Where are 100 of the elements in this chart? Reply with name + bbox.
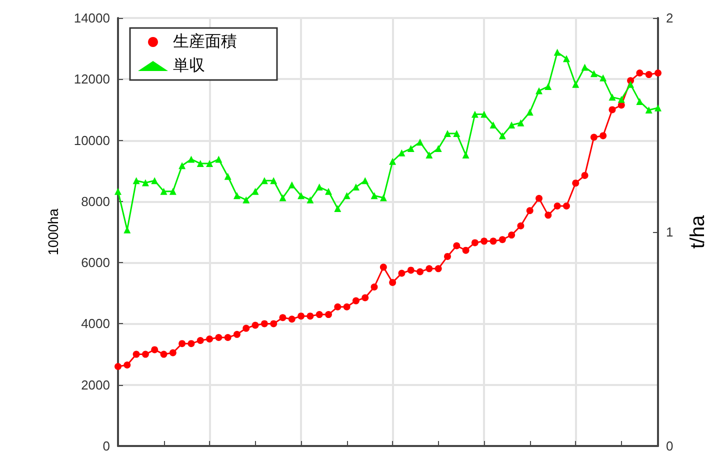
point bbox=[462, 246, 470, 254]
y2-tick-label: 0 bbox=[666, 438, 674, 454]
point bbox=[554, 202, 561, 210]
point bbox=[508, 122, 516, 128]
point bbox=[453, 130, 460, 138]
point bbox=[498, 132, 506, 140]
point bbox=[544, 82, 552, 90]
point bbox=[608, 94, 616, 101]
point bbox=[132, 177, 140, 184]
point bbox=[196, 160, 204, 168]
point bbox=[600, 132, 607, 140]
point bbox=[215, 334, 222, 341]
point bbox=[334, 303, 342, 310]
point bbox=[508, 232, 516, 239]
point bbox=[654, 104, 662, 112]
point bbox=[572, 180, 580, 187]
y-tick-label: 10000 bbox=[74, 132, 110, 148]
point bbox=[618, 96, 625, 103]
y2-tick-label: 1 bbox=[666, 224, 674, 240]
y-tick-label: 4000 bbox=[81, 316, 110, 332]
point bbox=[544, 212, 552, 219]
point bbox=[206, 160, 214, 168]
point bbox=[654, 70, 662, 77]
point bbox=[252, 188, 259, 195]
point bbox=[279, 314, 286, 322]
point bbox=[188, 156, 195, 163]
point bbox=[124, 361, 131, 368]
point bbox=[288, 316, 296, 323]
point bbox=[252, 322, 259, 329]
point bbox=[160, 350, 168, 358]
point bbox=[562, 202, 570, 210]
point bbox=[233, 330, 240, 338]
y-tick-label: 14000 bbox=[74, 10, 110, 26]
point bbox=[160, 188, 168, 195]
point bbox=[242, 324, 250, 332]
point bbox=[471, 110, 478, 118]
legend-label: 生産面積 bbox=[173, 32, 237, 50]
point bbox=[590, 70, 598, 78]
point bbox=[444, 130, 451, 138]
point bbox=[362, 294, 369, 302]
point bbox=[142, 179, 149, 186]
point bbox=[554, 48, 561, 56]
point bbox=[306, 196, 314, 204]
point bbox=[380, 264, 387, 271]
point bbox=[343, 192, 350, 200]
point bbox=[480, 110, 488, 118]
point bbox=[132, 350, 140, 358]
point bbox=[608, 106, 616, 114]
y-tick-label: 0 bbox=[102, 438, 110, 454]
point bbox=[260, 177, 268, 184]
y2-tick-label: 2 bbox=[666, 10, 674, 26]
point bbox=[343, 303, 350, 310]
point bbox=[526, 108, 534, 116]
point bbox=[260, 320, 268, 328]
point bbox=[188, 340, 195, 348]
point bbox=[471, 239, 478, 246]
point bbox=[169, 188, 176, 195]
point bbox=[352, 297, 360, 304]
point bbox=[224, 172, 232, 180]
point bbox=[224, 334, 232, 341]
point bbox=[407, 266, 414, 274]
point bbox=[536, 194, 543, 202]
y-tick-label: 12000 bbox=[74, 72, 110, 87]
point bbox=[590, 134, 598, 141]
point bbox=[490, 238, 497, 245]
point bbox=[480, 238, 488, 245]
point bbox=[600, 74, 607, 82]
y-axis-title: 1000ha bbox=[45, 208, 61, 256]
point bbox=[169, 349, 176, 356]
point bbox=[627, 80, 634, 88]
point bbox=[196, 337, 204, 344]
point bbox=[398, 149, 406, 156]
point bbox=[233, 192, 240, 200]
point bbox=[416, 268, 424, 276]
y-tick-label: 8000 bbox=[81, 194, 110, 209]
y-tick-label: 2000 bbox=[81, 377, 110, 392]
point bbox=[142, 350, 149, 358]
point bbox=[645, 71, 652, 78]
point bbox=[636, 98, 644, 105]
point bbox=[517, 119, 524, 126]
point bbox=[462, 151, 470, 158]
point bbox=[325, 311, 332, 318]
point bbox=[434, 145, 442, 152]
point bbox=[242, 196, 250, 204]
y2-axis-title: t/ha bbox=[687, 214, 709, 249]
point bbox=[151, 177, 158, 184]
point bbox=[572, 80, 580, 88]
point bbox=[581, 64, 588, 71]
point bbox=[453, 242, 460, 250]
point bbox=[362, 177, 369, 184]
point bbox=[370, 192, 378, 200]
point bbox=[490, 122, 497, 128]
point bbox=[270, 177, 278, 184]
point bbox=[298, 192, 305, 200]
point bbox=[316, 184, 323, 191]
y-tick-label: 6000 bbox=[81, 255, 110, 270]
point bbox=[444, 252, 451, 260]
point bbox=[426, 151, 433, 158]
point bbox=[270, 320, 278, 328]
point bbox=[151, 346, 158, 354]
